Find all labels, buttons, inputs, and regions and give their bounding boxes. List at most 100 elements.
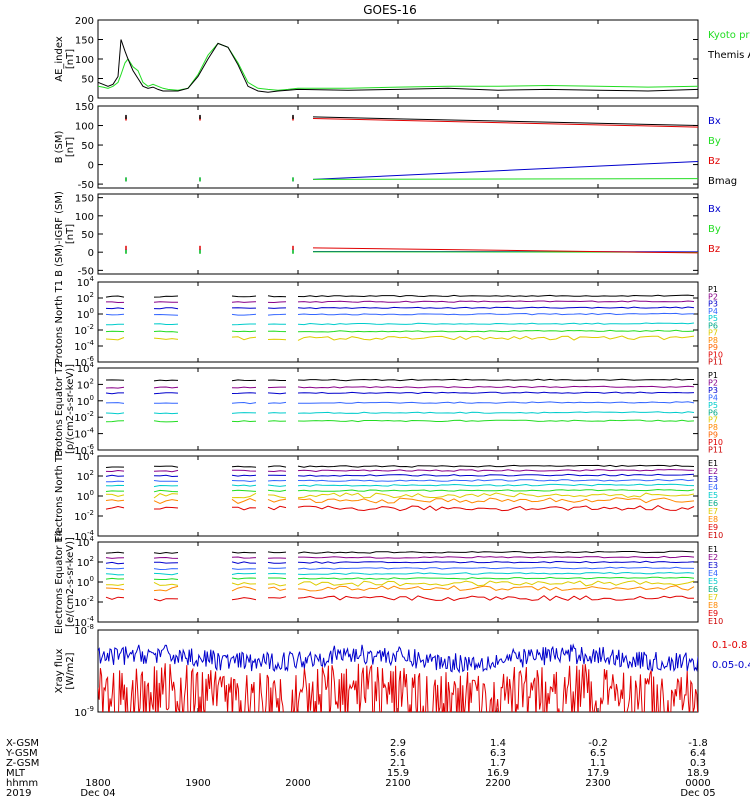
series-line-P6 <box>105 329 695 333</box>
legend-entry: E4 <box>708 569 718 578</box>
legend-entry: P5 <box>708 314 718 323</box>
row-label: hhmm <box>6 778 38 789</box>
legend-entry: P11 <box>708 446 723 455</box>
y-tick-label: 10-2 <box>74 410 94 424</box>
legend-entry: P7 <box>708 329 718 338</box>
date-left: Dec 04 <box>80 788 115 799</box>
legend-entry: Bx <box>708 116 721 127</box>
series-group <box>125 114 698 182</box>
series-line-Themis-AE <box>98 39 698 93</box>
series-line-E6 <box>105 488 695 493</box>
legend-entry: E2 <box>708 467 718 476</box>
y-axis-label: [W/m2] <box>65 652 76 689</box>
hhmm-label: 1900 <box>185 778 210 789</box>
y-axis-label: [nT] <box>65 49 76 69</box>
panel-frame <box>97 541 699 623</box>
y-tick-label: 150 <box>75 194 94 205</box>
row-value: 15.9 <box>387 768 409 779</box>
series-line-Bz <box>312 247 698 254</box>
legend-entry: 0.1-0.8 nm <box>712 640 750 651</box>
row-value: 16.9 <box>487 768 509 779</box>
legend-entry: Bz <box>708 244 720 255</box>
series-line-E2 <box>105 468 695 473</box>
series-line-P2 <box>106 300 695 304</box>
y-axis-label: [e/(cm2-s-sr-keV)] <box>65 537 76 627</box>
legend-entry: E5 <box>708 577 718 586</box>
legend-entry: P9 <box>708 343 718 352</box>
y-tick-label: 50 <box>81 141 94 152</box>
y-axis-label: Protons North T1 <box>54 280 65 364</box>
panel-xray: 10-9 10-8 Xray flux[W/m2] 0.1-0.8 nm 0.05-0.… <box>54 623 750 719</box>
y-tick-label: 50 <box>81 230 94 241</box>
legend-entry: Bz <box>708 156 720 167</box>
y-tick-label: 100 <box>75 122 94 133</box>
legend-entry: E3 <box>708 561 718 570</box>
legend-entry: P8 <box>708 423 718 432</box>
series-group <box>105 550 695 602</box>
series-group <box>98 39 698 93</box>
y-tick-label: 150 <box>75 102 94 113</box>
series-group <box>105 378 695 423</box>
row-value: 5.6 <box>390 748 406 759</box>
y-tick-label: 102 <box>77 469 94 483</box>
y-axis-label: Protons Equator T2 <box>54 361 65 457</box>
series-line-E1 <box>105 464 695 468</box>
legend-entry: P2 <box>708 378 718 387</box>
y-tick-label: 102 <box>77 377 94 391</box>
series-line-E9 <box>105 595 695 602</box>
y-tick-label: 10-2 <box>74 509 94 523</box>
y-tick-label: 104 <box>77 535 95 549</box>
legend-entry: By <box>708 136 721 147</box>
date-right: Dec 05 <box>680 788 715 799</box>
panel-bsm_igrf: -50 0 50 100 150 B (SM)-IGRF (SM) [nT] Bx By Bz <box>54 191 721 277</box>
legend-entry: E5 <box>708 491 718 500</box>
legend-entry: E7 <box>708 593 718 602</box>
panel-bsm: -50 0 50 100 150 B (SM) [nT] Bx By Bz Bmag <box>54 102 737 191</box>
panel-ae: 0 50 100 150 200 AE_index[nT] Kyoto proxy AE Th… <box>54 16 750 105</box>
series-line-E8 <box>105 585 695 592</box>
y-tick-label: 10-4 <box>74 427 94 441</box>
series-line-By <box>312 178 698 180</box>
row-label: 2019 <box>6 788 31 799</box>
legend-entry: P4 <box>708 307 718 316</box>
legend-entry: P1 <box>708 285 718 294</box>
series-line-E5 <box>105 571 695 576</box>
series-line-P3 <box>105 306 695 310</box>
series-line-E7 <box>105 492 695 499</box>
legend-entry: By <box>708 224 721 235</box>
y-tick-label: 104 <box>77 361 95 375</box>
series-line-P1 <box>105 378 694 382</box>
series-line-Bx <box>312 160 698 180</box>
series-line-E7 <box>106 580 695 587</box>
legend-entry: E9 <box>708 609 718 618</box>
hhmm-label: 0000 <box>685 778 710 789</box>
row-value: 1.1 <box>590 758 606 769</box>
y-tick-label: 100 <box>75 212 94 223</box>
y-tick-label: 100 <box>77 489 94 503</box>
series-line-P1 <box>105 294 695 298</box>
y-axis-label: [nT] <box>65 224 76 244</box>
legend-entry: E6 <box>708 585 718 594</box>
series-line-E2 <box>105 555 695 559</box>
y-axis-label: Electrons North T3 <box>54 449 65 542</box>
legend-entry: E8 <box>708 515 718 524</box>
series-line-E1 <box>105 550 695 555</box>
y-tick-label: 0 <box>88 161 94 172</box>
row-value: 0.3 <box>690 758 706 769</box>
panel-frame <box>97 193 699 275</box>
series-line-P4 <box>105 312 695 316</box>
hhmm-label: 2100 <box>385 778 410 789</box>
y-axis-label: B (SM)-IGRF (SM) <box>54 191 65 277</box>
y-tick-label: 0 <box>88 94 94 105</box>
series-line-P3 <box>105 391 695 395</box>
row-value: -1.8 <box>688 738 708 749</box>
series-line-E8 <box>105 497 695 504</box>
legend-entry: P3 <box>708 300 718 309</box>
series-line-P6 <box>105 419 695 423</box>
panel-frame <box>97 455 699 537</box>
row-value: 6.4 <box>690 748 706 759</box>
hhmm-label: 2200 <box>485 778 510 789</box>
legend-entry: P11 <box>708 358 723 367</box>
series-line-P5 <box>106 322 695 326</box>
